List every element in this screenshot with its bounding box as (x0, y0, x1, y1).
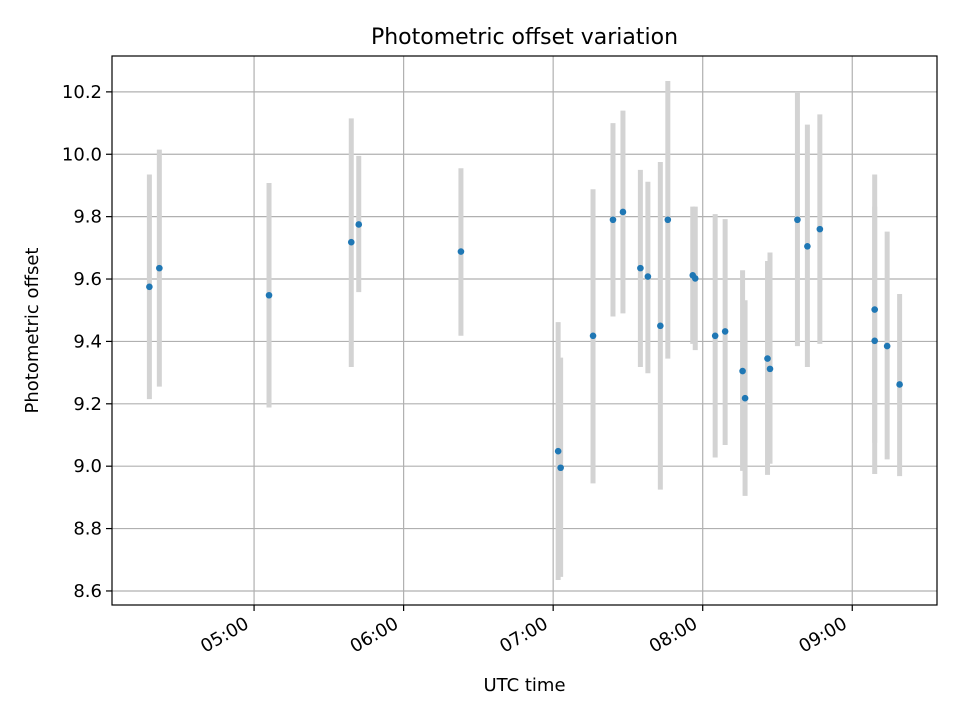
data-point (609, 216, 617, 224)
plot-frame (111, 55, 938, 606)
y-tick-label: 10.0 (62, 144, 102, 165)
data-point (764, 355, 771, 362)
data-point (554, 447, 562, 455)
data-point (457, 248, 465, 255)
data-point (739, 367, 746, 375)
data-point (657, 322, 664, 330)
data-point (664, 216, 672, 224)
y-tick-label: 9.6 (73, 269, 102, 290)
data-point (637, 264, 644, 272)
data-point (146, 283, 153, 291)
data-point (871, 306, 878, 313)
data-point (156, 264, 163, 272)
data-point (741, 394, 749, 402)
data-point (896, 381, 903, 388)
data-point (644, 273, 652, 280)
data-point (619, 208, 627, 216)
data-point (883, 342, 891, 350)
data-point (711, 332, 719, 340)
y-tick-label: 10.2 (62, 82, 102, 103)
data-point (589, 332, 597, 340)
data-point (557, 464, 564, 472)
y-axis-ticks: 8.6 8.8 9.0 9.2 9.4 9.6 9.8 10.0 10.2 (62, 82, 112, 602)
data-point (355, 221, 363, 228)
y-tick-label: 8.6 (73, 581, 102, 602)
data-point (265, 291, 273, 299)
y-axis-label: Photometric offset (22, 248, 43, 414)
y-tick-label: 9.0 (73, 456, 102, 477)
data-point (871, 337, 878, 345)
data-point (804, 242, 811, 250)
data-point (794, 216, 801, 224)
y-tick-label: 9.4 (73, 331, 102, 352)
y-tick-label: 9.8 (73, 207, 102, 228)
data-point (721, 328, 729, 335)
data-point (766, 365, 774, 373)
chart-title: Photometric offset variation (371, 25, 678, 50)
data-point (347, 238, 355, 246)
data-point (691, 275, 699, 282)
x-axis-label: UTC time (483, 675, 565, 696)
data-points (146, 208, 903, 472)
data-point (816, 225, 824, 233)
y-tick-label: 9.2 (73, 394, 102, 415)
y-tick-label: 8.8 (73, 519, 102, 540)
